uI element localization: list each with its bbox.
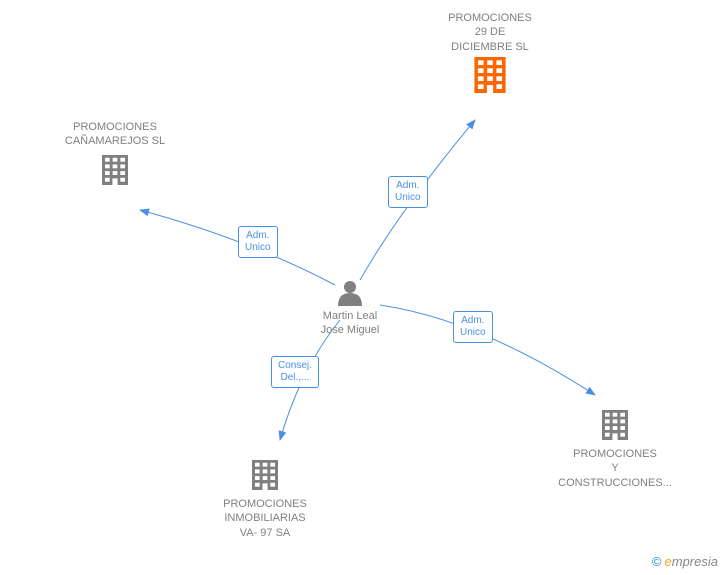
company-label: PROMOCIONES29 DEDICIEMBRE SL xyxy=(410,11,570,54)
company-label: PROMOCIONESYCONSTRUCCIONES... xyxy=(535,447,695,490)
watermark-brand: mpresia xyxy=(672,554,718,569)
edge-label: Adm.Unico xyxy=(453,311,493,343)
building-icon xyxy=(474,57,505,93)
company-label: PROMOCIONESCAÑAMAREJOS SL xyxy=(35,120,195,149)
edge-label: Adm.Unico xyxy=(388,176,428,208)
copyright-symbol: © xyxy=(652,554,662,569)
edge-label: Adm.Unico xyxy=(238,226,278,258)
person-icon xyxy=(338,281,362,306)
watermark: ©empresia xyxy=(652,554,718,569)
center-label: Martin LealJose Miguel xyxy=(290,309,410,338)
building-icon xyxy=(252,460,278,490)
building-icon xyxy=(102,155,128,185)
edge-label: Consej.Del.,... xyxy=(271,356,319,388)
building-icon xyxy=(602,410,628,440)
company-label: PROMOCIONESINMOBILIARIASVA- 97 SA xyxy=(185,497,345,540)
